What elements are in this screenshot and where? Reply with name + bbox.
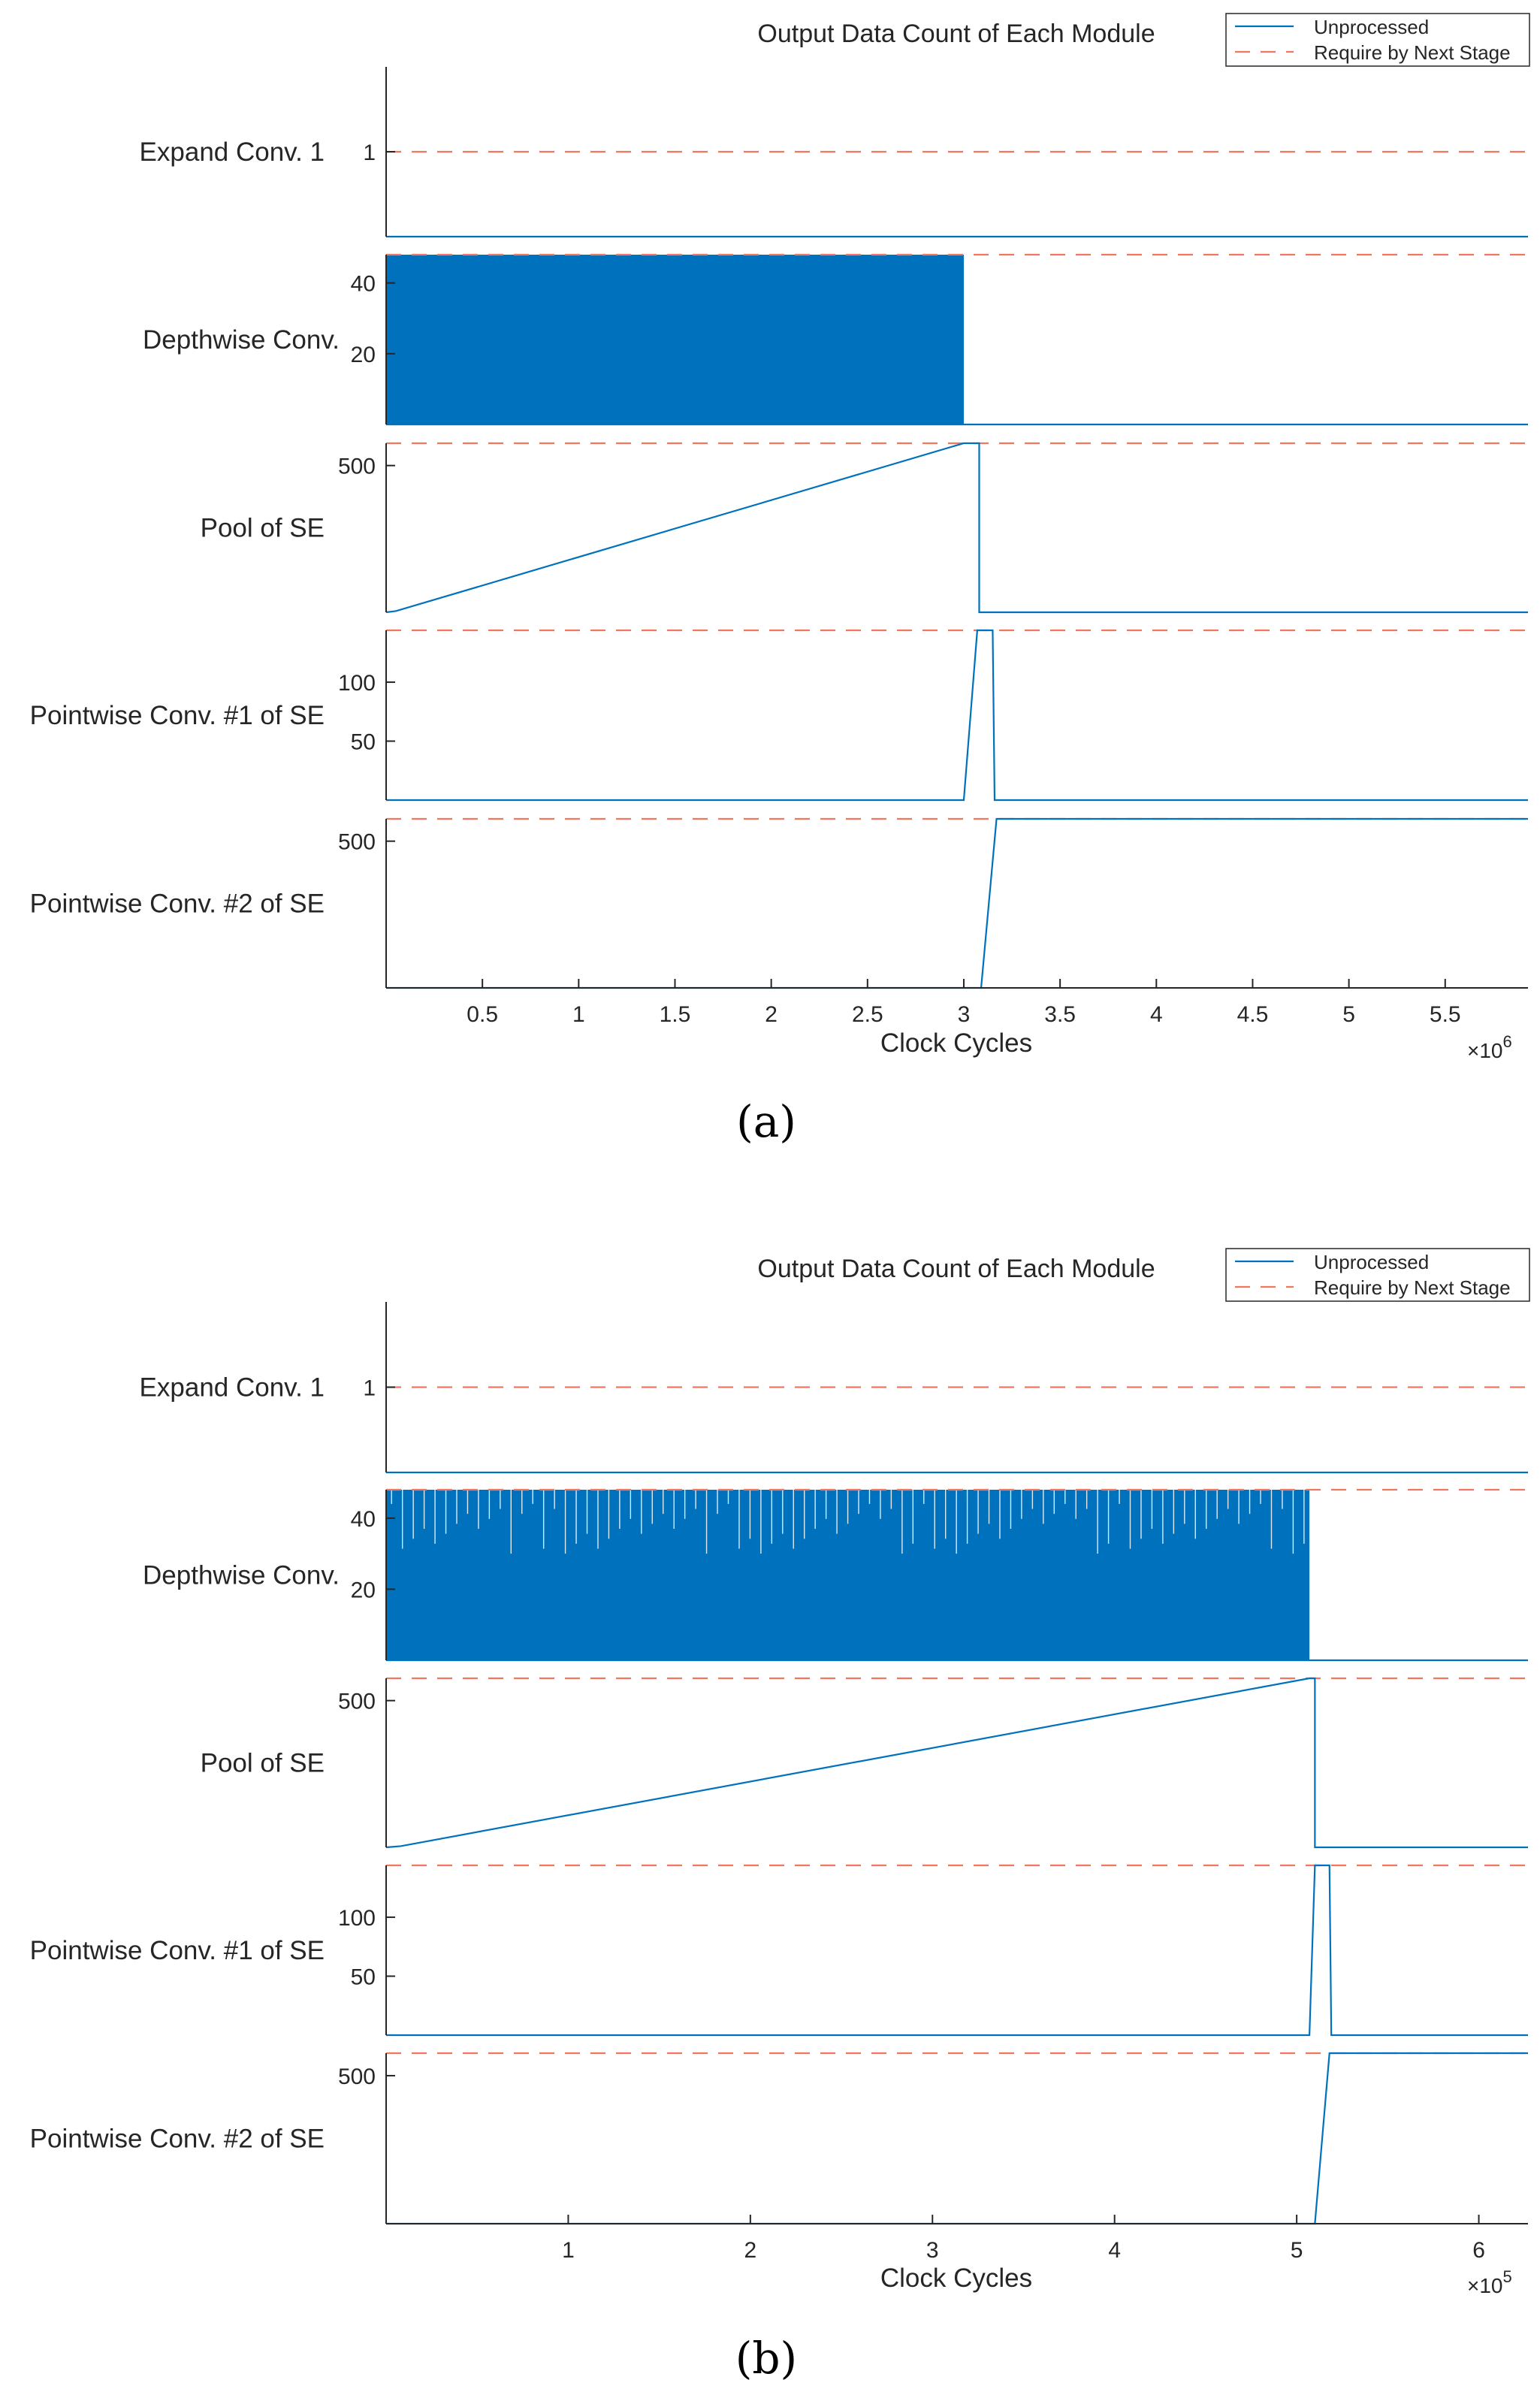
y-axis-label: Pointwise Conv. #2 of SE bbox=[30, 889, 325, 919]
panel-3: 500 Pool of SE bbox=[201, 1677, 1528, 1849]
y-axis-label: Expand Conv. 1 bbox=[140, 137, 325, 167]
y-tick-label: 500 bbox=[338, 830, 376, 855]
x-tick-label: 4 bbox=[1108, 2238, 1121, 2263]
panel-4: 50 100 Pointwise Conv. #1 of SE bbox=[30, 629, 1528, 802]
y-tick-label: 20 bbox=[351, 1578, 376, 1602]
x-tick-label: 5.5 bbox=[1430, 1002, 1461, 1027]
y-tick-label: 50 bbox=[351, 1965, 376, 1990]
x-tick-label: 6 bbox=[1472, 2238, 1485, 2263]
x-tick-label: 2.5 bbox=[852, 1002, 883, 1027]
unprocessed-series bbox=[386, 817, 1528, 989]
x-exponent-base: ×10 bbox=[1467, 2274, 1503, 2297]
legend-box bbox=[1225, 1248, 1530, 1302]
legend-label-threshold: Require by Next Stage bbox=[1314, 1276, 1511, 1299]
y-tick-label: 500 bbox=[338, 455, 376, 479]
panel-5: 500 Pointwise Conv. #2 of SE bbox=[30, 2052, 1528, 2225]
x-tick-label: 1.5 bbox=[660, 1002, 691, 1027]
x-exponent: ×106 bbox=[1467, 1032, 1512, 1062]
x-exponent-power: 5 bbox=[1503, 2267, 1512, 2286]
panel-3: 500 Pool of SE bbox=[201, 442, 1528, 614]
legend: Unprocessed Require by Next Stage bbox=[1225, 1248, 1530, 1302]
legend: Unprocessed Require by Next Stage bbox=[1225, 13, 1530, 67]
legend-label-unprocessed: Unprocessed bbox=[1314, 1251, 1429, 1273]
x-exponent: ×105 bbox=[1467, 2267, 1512, 2297]
x-tick-label: 5 bbox=[1342, 1002, 1355, 1027]
x-tick-label: 2 bbox=[765, 1002, 778, 1027]
y-tick-label: 40 bbox=[351, 272, 376, 297]
panel-4: 50 100 Pointwise Conv. #1 of SE bbox=[30, 1864, 1528, 2037]
unprocessed-series bbox=[385, 1677, 1528, 1849]
y-tick-label: 100 bbox=[338, 1906, 376, 1931]
x-exponent-power: 6 bbox=[1503, 1032, 1512, 1051]
y-axis-label: Depthwise Conv. bbox=[143, 1561, 340, 1590]
x-tick-label: 1 bbox=[572, 1002, 585, 1027]
legend-label-threshold: Require by Next Stage bbox=[1314, 41, 1511, 64]
chart-a: Output Data Count of Each Module 1 Expand … bbox=[30, 13, 1530, 1147]
x-exponent-base: ×10 bbox=[1467, 1039, 1503, 1062]
x-axis-label: Clock Cycles bbox=[880, 2264, 1032, 2293]
y-tick-label: 100 bbox=[338, 671, 376, 696]
chart-title: Output Data Count of Each Module bbox=[757, 20, 1155, 48]
chart-title: Output Data Count of Each Module bbox=[757, 1255, 1155, 1283]
unprocessed-series bbox=[385, 442, 1528, 614]
x-tick-label: 4.5 bbox=[1237, 1002, 1269, 1027]
y-axis-label: Pool of SE bbox=[201, 514, 325, 543]
unprocessed-series bbox=[386, 1864, 1528, 2037]
y-tick-label: 500 bbox=[338, 1690, 376, 1714]
y-tick-label: 50 bbox=[351, 730, 376, 755]
legend-label-unprocessed: Unprocessed bbox=[1314, 16, 1429, 38]
panel-2: 20 40 Depthwise Conv. bbox=[143, 253, 1528, 426]
y-axis-label: Pointwise Conv. #1 of SE bbox=[30, 701, 325, 730]
x-tick-label: 3 bbox=[958, 1002, 971, 1027]
chart-b: Output Data Count of Each Module 1 Expand … bbox=[30, 1248, 1530, 2384]
legend-box bbox=[1225, 13, 1530, 67]
panel-2: 20 40 Depthwise Conv. bbox=[143, 1488, 1528, 1662]
figure-caption: (b) bbox=[735, 2333, 797, 2384]
figure-caption: (a) bbox=[736, 1096, 796, 1147]
y-axis-label: Expand Conv. 1 bbox=[140, 1373, 325, 1403]
y-axis-label: Pointwise Conv. #2 of SE bbox=[30, 2125, 325, 2154]
y-axis-label: Pointwise Conv. #1 of SE bbox=[30, 1936, 325, 1965]
x-axis-label: Clock Cycles bbox=[880, 1028, 1032, 1058]
unprocessed-series bbox=[386, 2052, 1528, 2225]
y-tick-label: 500 bbox=[338, 2064, 376, 2089]
y-axis-label: Pool of SE bbox=[201, 1749, 325, 1778]
filled-band bbox=[386, 255, 964, 424]
x-tick-label: 2 bbox=[744, 2238, 757, 2263]
x-tick-label: 1 bbox=[562, 2238, 575, 2263]
y-tick-label: 40 bbox=[351, 1507, 376, 1532]
panel-1: 1 Expand Conv. 1 bbox=[140, 1302, 1528, 1474]
x-tick-label: 0.5 bbox=[467, 1002, 498, 1027]
x-tick-label: 3.5 bbox=[1044, 1002, 1076, 1027]
y-axis-label: Depthwise Conv. bbox=[143, 325, 340, 355]
x-tick-label: 4 bbox=[1150, 1002, 1163, 1027]
panel-5: 500 Pointwise Conv. #2 of SE bbox=[30, 817, 1528, 989]
unprocessed-series bbox=[386, 629, 1528, 802]
y-tick-label: 1 bbox=[363, 1376, 376, 1401]
y-tick-label: 1 bbox=[363, 140, 376, 165]
panel-1: 1 Expand Conv. 1 bbox=[140, 67, 1528, 238]
x-tick-label: 3 bbox=[926, 2238, 939, 2263]
x-tick-label: 5 bbox=[1291, 2238, 1303, 2263]
y-tick-label: 20 bbox=[351, 343, 376, 367]
